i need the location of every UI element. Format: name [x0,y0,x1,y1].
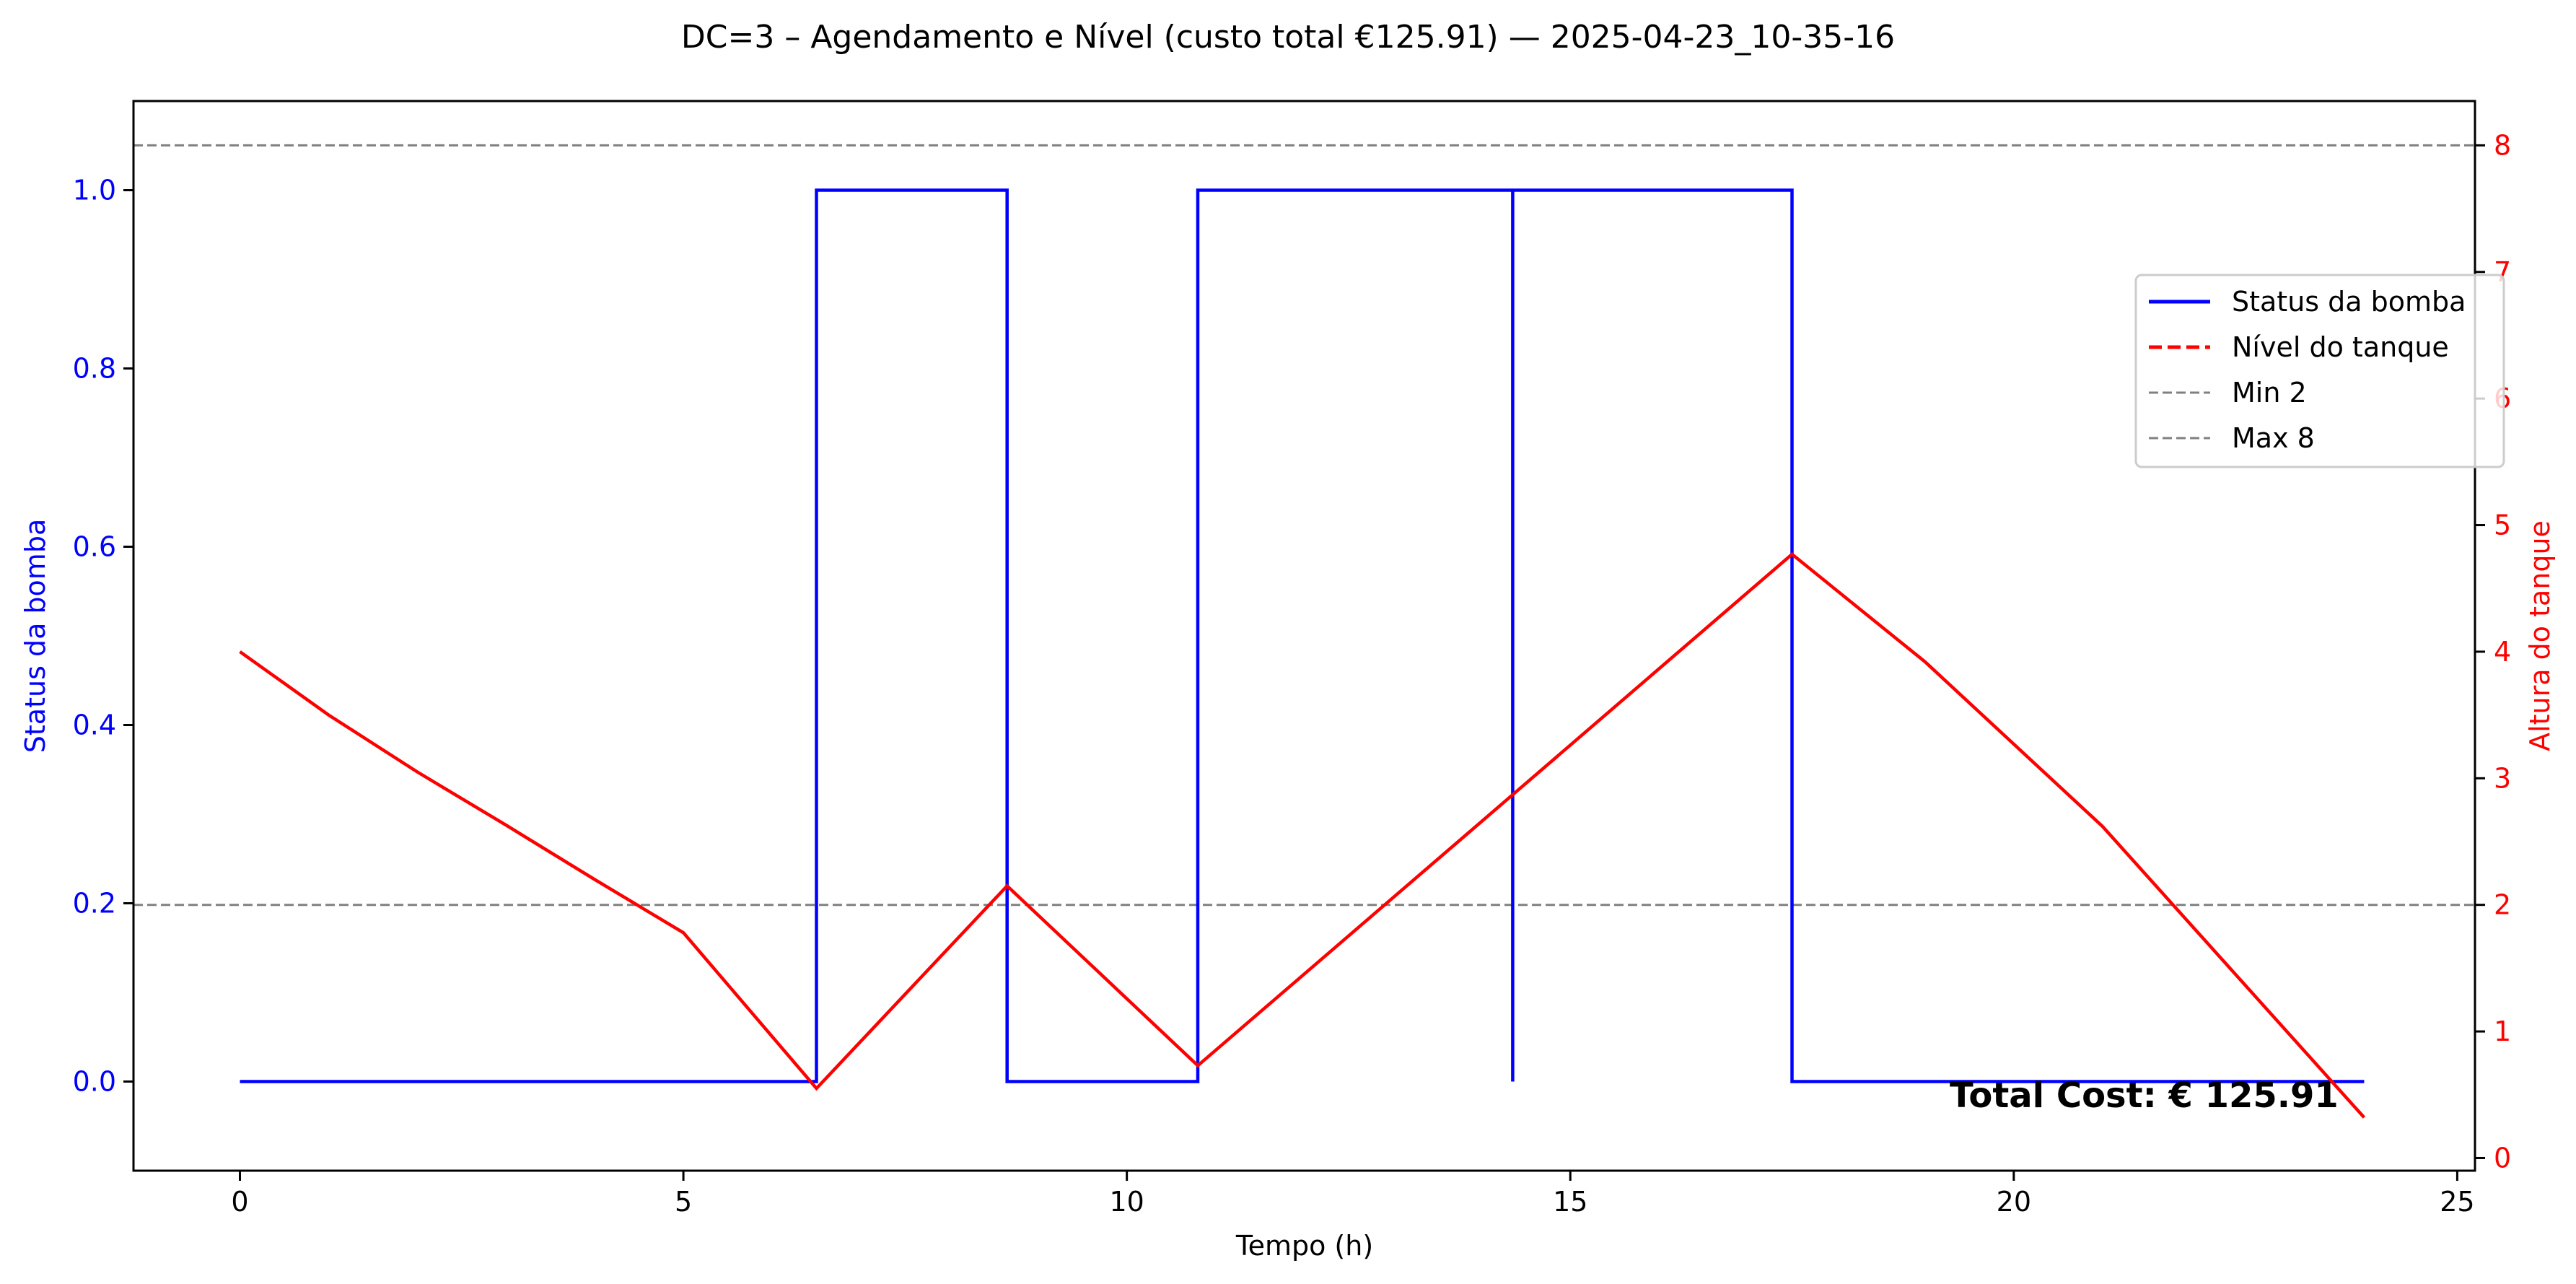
y-right-tick-label: 2 [2494,889,2511,921]
x-tick-label: 5 [675,1186,692,1218]
y-left-tick-label: 1.0 [73,175,116,206]
chart-title: DC=3 – Agendamento e Nível (custo total … [681,19,1895,56]
legend-frame [2134,274,2505,468]
x-tick-label: 25 [2440,1186,2474,1218]
y-axis-right-label: Altura do tanque [2524,520,2556,751]
y-axis-left: 0.0 0.2 0.4 0.6 0.8 1.0 [73,175,133,1098]
y-left-tick-label: 0.6 [73,531,116,563]
series-layer [239,188,2366,1119]
x-tick-label: 15 [1553,1186,1587,1218]
reference-lines [133,144,2475,907]
x-axis-label: Tempo (h) [1235,1230,1373,1262]
x-tick-label: 0 [231,1186,248,1218]
legend-label: Nível do tanque [2232,331,2449,363]
y-left-tick-label: 0.0 [73,1066,116,1098]
y-right-tick-label: 0 [2494,1142,2511,1174]
y-right-tick-label: 1 [2494,1016,2511,1047]
y-left-tick-label: 0.4 [73,709,116,741]
y-right-tick-label: 4 [2494,636,2511,668]
y-axis-right: 012345678 [2475,129,2511,1174]
legend: Status da bomba Nível do tanque Min 2 Max 8 [2134,274,2505,468]
y-left-tick-label: 0.8 [73,353,116,385]
legend-label: Min 2 [2232,377,2307,409]
x-tick-label: 20 [1997,1186,2031,1218]
x-axis: 0 5 10 15 20 25 [231,1171,2475,1218]
y-left-tick-label: 0.2 [73,888,116,920]
series-line-tank-level [239,551,2366,1119]
y-right-tick-label: 5 [2494,510,2511,541]
plot-frame [132,100,2476,1172]
y-right-tick-label: 3 [2494,762,2511,794]
y-right-tick-label: 8 [2494,129,2511,161]
legend-label: Status da bomba [2232,286,2466,318]
total-cost-annotation: Total Cost: € 125.91 [1950,1075,2339,1116]
y-axis-left-label: Status da bomba [19,519,51,753]
legend-label: Max 8 [2232,422,2315,454]
x-tick-label: 10 [1109,1186,1144,1218]
series-line-pump-status [240,188,2365,1083]
